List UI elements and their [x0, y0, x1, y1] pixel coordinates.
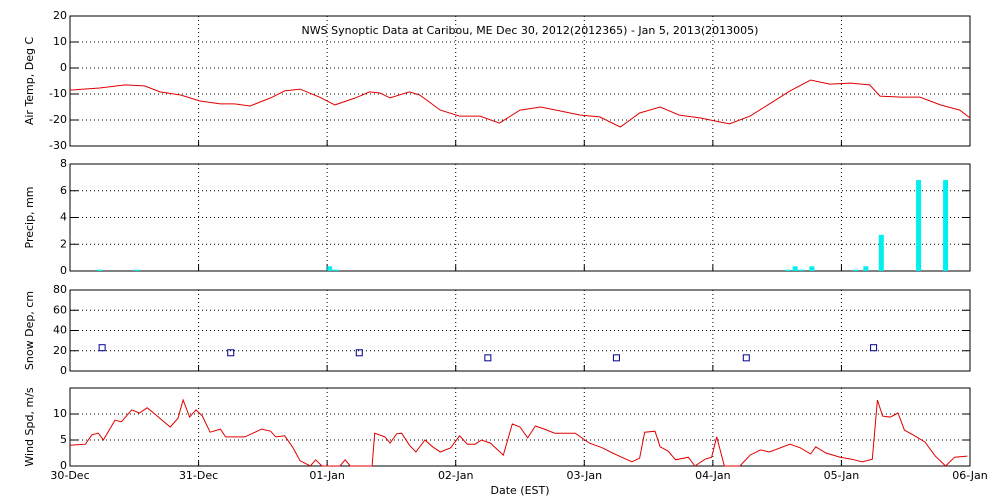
y-tick-label: 20 — [53, 344, 67, 357]
y-tick-label: 5 — [60, 433, 67, 446]
x-tick-label: 03-Jan — [567, 469, 603, 482]
y-tick-label: -20 — [49, 113, 67, 126]
bar — [784, 269, 790, 271]
y-tick-label: -10 — [49, 87, 67, 100]
x-tick-label: 06-Jan — [952, 469, 988, 482]
x-axis-label: Date (EST) — [490, 484, 549, 497]
plot-frame — [69, 387, 971, 467]
point — [227, 349, 235, 357]
bar — [878, 234, 884, 271]
bar — [97, 269, 103, 271]
bar — [853, 269, 859, 271]
y-tick-label: 6 — [60, 184, 67, 197]
x-tick-label: 31-Dec — [179, 469, 218, 482]
y-tick-label: 0 — [60, 459, 67, 472]
y-axis-label: Snow Dep, cm — [23, 291, 36, 370]
y-tick-label: 2 — [60, 237, 67, 250]
point — [870, 344, 878, 352]
data-line — [69, 79, 971, 128]
y-axis-label: Air Temp, Deg C — [23, 37, 36, 126]
y-tick-label: 20 — [53, 9, 67, 22]
point — [742, 354, 750, 362]
bar — [916, 180, 922, 271]
bar — [333, 269, 339, 271]
y-tick-label: 10 — [53, 407, 67, 420]
point — [98, 344, 106, 352]
y-tick-label: 10 — [53, 35, 67, 48]
point — [484, 354, 492, 362]
y-axis-label: Precip, mm — [23, 187, 36, 249]
x-tick-label: 04-Jan — [695, 469, 731, 482]
point — [612, 354, 620, 362]
point — [355, 349, 363, 357]
y-tick-label: -30 — [49, 139, 67, 152]
x-tick-label: 05-Jan — [824, 469, 860, 482]
y-tick-label: 60 — [53, 303, 67, 316]
bar — [863, 266, 869, 271]
y-tick-label: 80 — [53, 283, 67, 296]
chart-title: NWS Synoptic Data at Caribou, ME Dec 30,… — [302, 24, 759, 37]
plot-frame — [69, 289, 971, 372]
bar — [809, 266, 815, 271]
y-tick-label: 0 — [60, 264, 67, 277]
x-tick-label: 02-Jan — [438, 469, 474, 482]
plot-frame — [69, 15, 971, 147]
bar — [792, 266, 798, 271]
y-axis-label: Wind Spd, m/s — [23, 387, 36, 467]
bar — [943, 180, 949, 271]
plot-frame — [69, 163, 971, 272]
y-tick-label: 8 — [60, 157, 67, 170]
y-tick-label: 4 — [60, 211, 67, 224]
bar — [134, 269, 140, 271]
x-tick-label: 30-Dec — [50, 469, 89, 482]
y-tick-label: 0 — [60, 364, 67, 377]
data-line — [69, 398, 968, 467]
bar — [327, 266, 333, 271]
x-tick-label: 01-Jan — [309, 469, 345, 482]
y-tick-label: 40 — [53, 324, 67, 337]
y-tick-label: 0 — [60, 61, 67, 74]
bar — [799, 269, 805, 271]
